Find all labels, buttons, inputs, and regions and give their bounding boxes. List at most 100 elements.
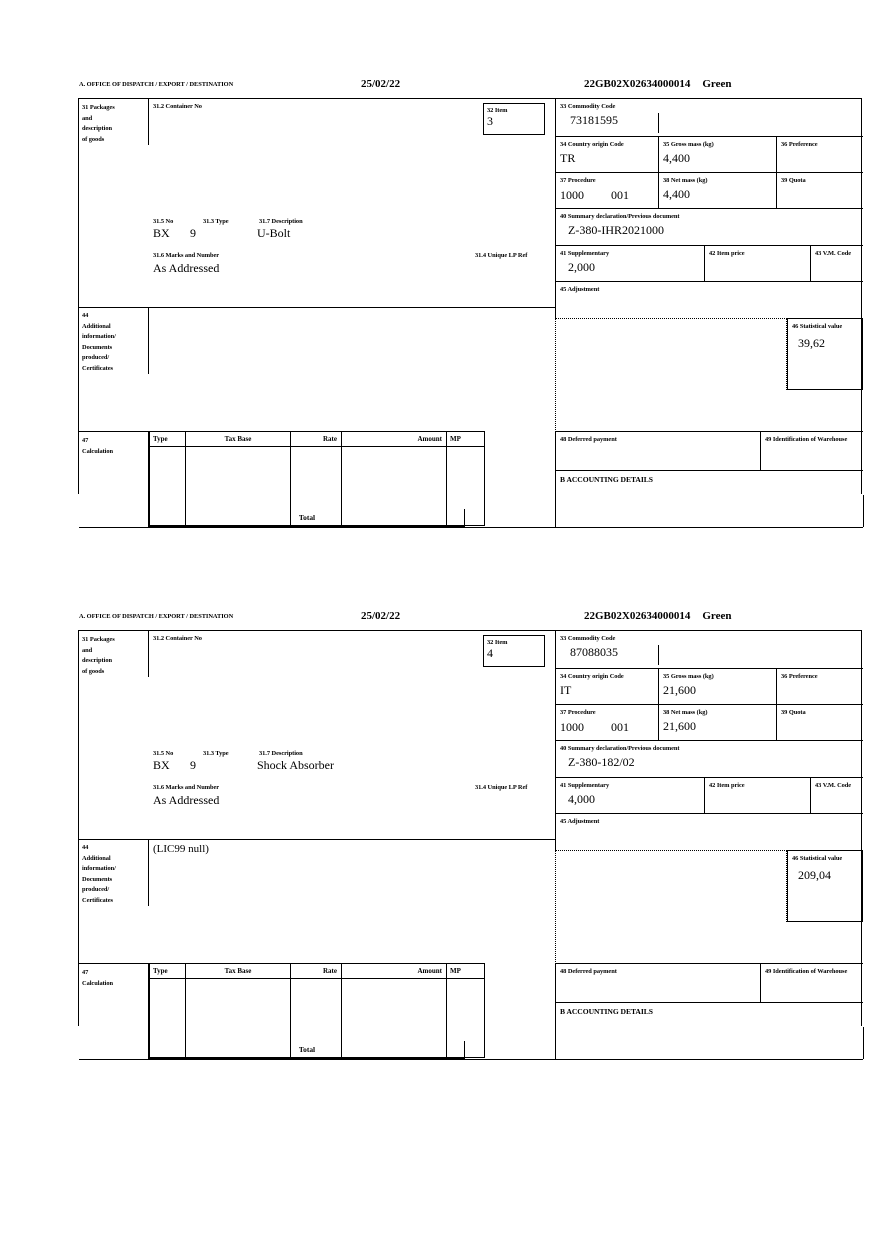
box-48-label: 48 Deferred payment [560,968,617,975]
box-32-label: 32 Item [487,639,508,646]
box-49-warehouse-identification[interactable]: 49 Identification of Warehouse [761,431,863,471]
box-38-value: 21,600 [663,719,696,733]
box-34-value: TR [560,151,576,165]
box-46-statistical-value[interactable]: 46 Statistical value 209,04 [787,850,863,922]
box-33-value: 87088035 [570,645,618,659]
box-41-supplementary[interactable]: 41 Supplementary 2,000 [555,246,705,282]
box-b-accounting-details[interactable]: B ACCOUNTING DETAILS [555,471,863,527]
calc-body-row[interactable] [149,446,485,526]
box-31-2-container-no[interactable]: 31.2 Container No [149,631,555,839]
box-31-2-label: 31.2 Container No [153,103,202,110]
valuation-dotted-stem [555,318,556,436]
box-37-procedure[interactable]: 37 Procedure 1000 001 [555,173,659,209]
box-31-marks-row: 31.6 Marks and Number 31.4 Unique LP Ref… [149,251,555,276]
box-47-calculation-table[interactable]: Type Tax Base Rate Amount MP [149,431,485,526]
calc-cell-amount[interactable] [341,978,447,1058]
box-35-value: 21,600 [663,683,696,697]
box-38-net-mass[interactable]: 38 Net mass (kg) 21,600 [659,705,777,741]
box-47-calculation-table[interactable]: Type Tax Base Rate Amount MP [149,963,485,1058]
box-35-gross-mass[interactable]: 35 Gross mass (kg) 21,600 [659,669,777,705]
box-33-commodity-code[interactable]: 33 Commodity Code 87088035 [555,631,863,669]
box-37-label: 37 Procedure [560,177,596,184]
box-43-vm-code[interactable]: 43 V.M. Code [811,778,863,814]
box-34-country-origin[interactable]: 34 Country origin Code IT [555,669,659,705]
box-49-label: 49 Identification of Warehouse [765,436,848,443]
box-46-statistical-value[interactable]: 46 Statistical value 39,62 [787,318,863,390]
box-31-2-container-no[interactable]: 31.2 Container No [149,99,555,307]
box-34-value: IT [560,683,572,697]
box-41-value: 2,000 [568,260,595,274]
box-37-value-1: 1000 [560,720,584,734]
box-31-7-label: 31.7 Description [259,750,303,757]
declaration-reference: 22GB02X02634000014 [584,78,691,90]
box-38-net-mass[interactable]: 38 Net mass (kg) 4,400 [659,173,777,209]
box-48-deferred-payment[interactable]: 48 Deferred payment [555,431,761,471]
box-44-content[interactable]: (LIC99 null) [149,839,555,963]
box-37-value-1: 1000 [560,188,584,202]
calc-cell-rate[interactable] [290,446,342,526]
box-33-divider [658,645,659,665]
calc-col-mp: MP [446,431,485,447]
box-b-accounting-details[interactable]: B ACCOUNTING DETAILS [555,1003,863,1059]
declaration-reference-row: 22GB02X02634000014 Green [584,610,731,622]
box-31-description-row: 31.5 No 31.3 Type 31.7 Description BX 9 … [149,749,555,776]
box-40-summary-declaration[interactable]: 40 Summary declaration/Previous document… [555,209,863,246]
sad-form-item-4: A. OFFICE OF DISPATCH / EXPORT / DESTINA… [78,610,864,1060]
box-48-deferred-payment[interactable]: 48 Deferred payment [555,963,761,1003]
box-36-preference[interactable]: 36 Preference [777,669,863,705]
valuation-dotted-area [555,318,787,390]
calc-cell-rate[interactable] [290,978,342,1058]
box-42-label: 42 Item price [709,250,745,257]
box-36-label: 36 Preference [781,673,818,680]
box-34-label: 34 Country origin Code [560,673,624,680]
box-39-quota[interactable]: 39 Quota [777,173,863,209]
box-47-label: 47 Calculation [79,431,149,527]
box-31-4-label: 31.4 Unique LP Ref [475,784,528,791]
box-49-label: 49 Identification of Warehouse [765,968,848,975]
calc-total-row: Total [149,1041,465,1059]
box-44-content[interactable] [149,307,555,431]
box-32-item[interactable]: 32 Item 4 [483,635,545,667]
box-31-4-label: 31.4 Unique LP Ref [475,252,528,259]
box-34-label: 34 Country origin Code [560,141,624,148]
form-body: 31 Packages and description of goods 31.… [78,98,864,528]
box-31-5-value: BX [153,226,170,240]
box-36-preference[interactable]: 36 Preference [777,137,863,173]
form-right-edge [863,1027,864,1059]
box-31-description-row: 31.5 No 31.3 Type 31.7 Description BX 9 … [149,217,555,244]
box-39-quota[interactable]: 39 Quota [777,705,863,741]
box-49-warehouse-identification[interactable]: 49 Identification of Warehouse [761,963,863,1003]
box-45-label: 45 Adjustment [560,818,600,825]
box-44-label: 44 Additional information/ Documents pro… [79,839,149,906]
box-35-gross-mass[interactable]: 35 Gross mass (kg) 4,400 [659,137,777,173]
box-33-divider [658,113,659,133]
box-37-procedure[interactable]: 37 Procedure 1000 001 [555,705,659,741]
calc-cell-tax-base[interactable] [185,978,291,1058]
office-of-dispatch-label: A. OFFICE OF DISPATCH / EXPORT / DESTINA… [79,613,234,620]
box-42-item-price[interactable]: 42 Item price [705,778,811,814]
box-40-summary-declaration[interactable]: 40 Summary declaration/Previous document… [555,741,863,778]
box-33-commodity-code[interactable]: 33 Commodity Code 73181595 [555,99,863,137]
box-46-label: 46 Statistical value [792,855,843,862]
box-32-item[interactable]: 32 Item 3 [483,103,545,135]
declaration-reference: 22GB02X02634000014 [584,610,691,622]
box-31-6-label: 31.6 Marks and Number [153,784,220,791]
box-31-5-value: BX [153,758,170,772]
calc-cell-mp[interactable] [446,978,485,1058]
box-32-value: 4 [487,646,493,660]
declaration-lane: Green [702,78,732,90]
box-42-label: 42 Item price [709,782,745,789]
box-41-label: 41 Supplementary [560,782,610,789]
box-45-adjustment[interactable]: 45 Adjustment [555,282,863,318]
calc-cell-mp[interactable] [446,446,485,526]
box-34-country-origin[interactable]: 34 Country origin Code TR [555,137,659,173]
box-41-supplementary[interactable]: 41 Supplementary 4,000 [555,778,705,814]
box-42-item-price[interactable]: 42 Item price [705,246,811,282]
box-46-value: 209,04 [798,868,831,882]
form-bottom-edge [79,527,863,528]
calc-body-row[interactable] [149,978,485,1058]
box-31-3-value: 9 [190,758,196,772]
box-43-vm-code[interactable]: 43 V.M. Code [811,246,863,282]
box-45-adjustment[interactable]: 45 Adjustment [555,814,863,850]
